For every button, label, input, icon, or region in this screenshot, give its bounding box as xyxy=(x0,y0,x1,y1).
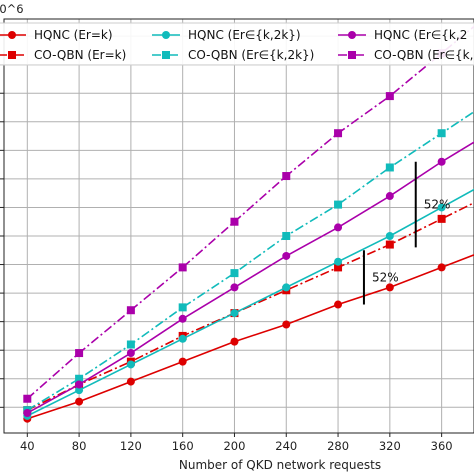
data-point xyxy=(385,231,394,240)
data-point xyxy=(385,92,394,101)
legend-item: CO-QBN (Er=k) xyxy=(0,48,126,62)
series-line xyxy=(26,25,474,400)
x-tick-label: 280 xyxy=(327,439,349,453)
data-point xyxy=(334,257,343,266)
data-point xyxy=(230,269,239,278)
data-point xyxy=(75,380,84,389)
x-tick-label: 320 xyxy=(379,439,401,453)
data-point xyxy=(437,203,446,212)
data-point xyxy=(230,217,239,226)
legend-box xyxy=(0,22,474,66)
x-tick-label: 40 xyxy=(20,439,35,453)
data-point xyxy=(126,340,135,349)
grid-lines xyxy=(0,19,474,433)
series-3 xyxy=(23,188,474,420)
data-point xyxy=(385,163,394,172)
legend-label: HQNC (Er=k) xyxy=(34,28,113,42)
data-point xyxy=(282,231,291,240)
x-tick-label: 160 xyxy=(172,439,194,453)
data-point xyxy=(282,320,291,329)
legend-marker xyxy=(348,51,356,59)
y-scale-label: 10^6 xyxy=(0,2,24,16)
data-point xyxy=(334,223,343,232)
data-point xyxy=(23,394,32,403)
data-point xyxy=(126,349,135,358)
gap-percentage-label: 52% xyxy=(372,270,399,284)
series-2 xyxy=(23,201,474,415)
series-line xyxy=(26,141,474,414)
data-point xyxy=(282,283,291,292)
data-point xyxy=(437,157,446,166)
data-point xyxy=(178,334,187,343)
data-point xyxy=(437,129,446,138)
data-point xyxy=(23,409,32,418)
x-tick-label: 200 xyxy=(223,439,245,453)
x-tick-label: 360 xyxy=(431,439,453,453)
data-point xyxy=(385,192,394,201)
legend-marker xyxy=(348,31,356,39)
series-line xyxy=(27,254,474,420)
series-line xyxy=(26,188,474,417)
data-point xyxy=(75,397,84,406)
data-point xyxy=(230,309,239,318)
data-point xyxy=(334,263,343,272)
series-layer xyxy=(23,25,474,423)
legend-label: CO-QBN (Er∈{k,2 xyxy=(374,48,474,62)
data-point xyxy=(385,283,394,292)
data-point xyxy=(385,240,394,249)
gap-percentage-label: 52% xyxy=(424,198,451,212)
data-point xyxy=(178,314,187,323)
x-axis-label: Number of QKD network requests xyxy=(179,458,381,472)
legend-item: CO-QBN (Er∈{k,2 xyxy=(338,48,474,62)
data-point xyxy=(437,263,446,272)
legend-label: CO-QBN (Er=k) xyxy=(34,48,126,62)
data-point xyxy=(437,214,446,223)
legend-item: HQNC (Er∈{k,2 xyxy=(338,28,467,42)
data-point xyxy=(75,349,84,358)
x-tick-label: 120 xyxy=(120,439,142,453)
series-5 xyxy=(23,141,474,418)
series-6 xyxy=(23,25,474,403)
legend-label: HQNC (Er∈{k,2 xyxy=(374,28,467,42)
legend-item: CO-QBN (Er∈{k,2k}) xyxy=(152,48,314,62)
x-tick-labels: 4080120160200240280320360400 xyxy=(20,433,453,453)
x-tick-label: 240 xyxy=(275,439,297,453)
legend-marker xyxy=(8,51,16,59)
data-point xyxy=(126,360,135,369)
data-point xyxy=(126,306,135,315)
legend-item: HQNC (Er∈{k,2k}) xyxy=(152,28,301,42)
series-1 xyxy=(23,254,474,423)
annotations: 52% 52% xyxy=(362,161,451,305)
data-point xyxy=(230,337,239,346)
data-point xyxy=(178,303,187,312)
series-4 xyxy=(23,110,474,415)
plot-frame xyxy=(3,18,474,434)
data-point xyxy=(230,283,239,292)
data-point xyxy=(334,129,343,138)
series-line xyxy=(26,110,474,411)
data-point xyxy=(126,377,135,386)
legend-item: HQNC (Er=k) xyxy=(0,28,113,42)
data-point xyxy=(178,357,187,366)
data-point xyxy=(178,263,187,272)
legend: HQNC (Er=k) CO-QBN (Er=k) HQNC (Er∈{k,2k})… xyxy=(0,22,474,66)
legend-label: CO-QBN (Er∈{k,2k}) xyxy=(188,48,314,62)
legend-marker xyxy=(162,51,170,59)
data-point xyxy=(75,386,84,395)
legend-label: HQNC (Er∈{k,2k}) xyxy=(188,28,301,42)
data-point xyxy=(334,200,343,209)
legend-marker xyxy=(8,31,16,39)
legend-marker xyxy=(162,31,170,39)
data-point xyxy=(334,300,343,309)
data-point xyxy=(75,374,84,383)
x-tick-label: 80 xyxy=(72,439,87,453)
data-point xyxy=(282,251,291,260)
data-point xyxy=(282,172,291,181)
